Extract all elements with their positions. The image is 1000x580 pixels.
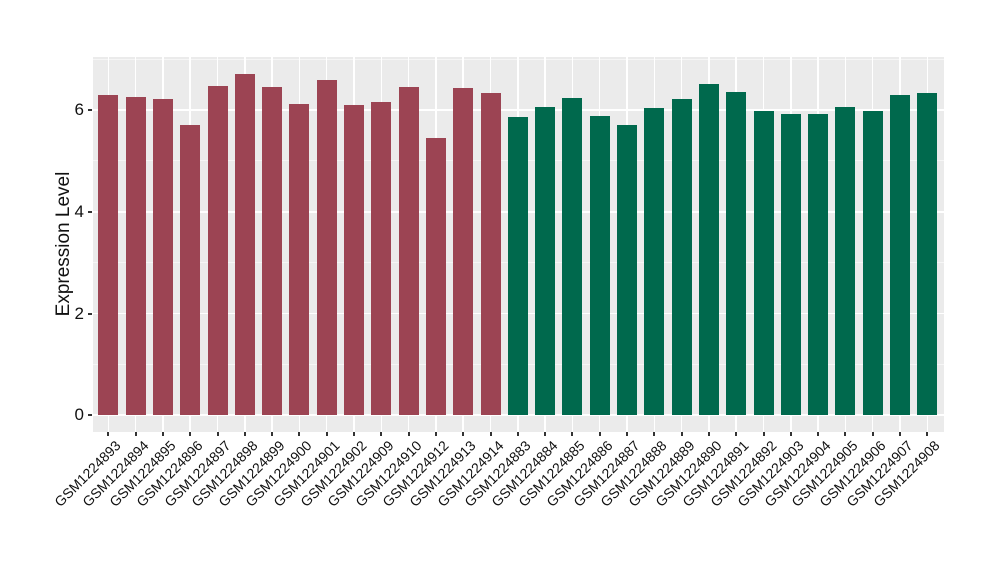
y-tick-label: 0: [74, 405, 84, 425]
x-tick-mark: [134, 432, 137, 436]
bar-GSM1224887: [617, 124, 637, 416]
y-tick-label: 4: [74, 201, 84, 221]
x-tick-mark: [298, 432, 301, 436]
x-tick-mark: [189, 432, 192, 436]
x-tick-mark: [462, 432, 465, 436]
x-tick-mark: [489, 432, 492, 436]
x-tick-mark: [216, 432, 219, 436]
x-tick-mark: [271, 432, 274, 436]
bar-GSM1224906: [862, 111, 883, 416]
x-tick-mark: [325, 432, 328, 436]
bar-GSM1224893: [98, 94, 119, 416]
bar-GSM1224892: [753, 111, 774, 416]
x-tick-mark: [871, 432, 874, 436]
x-tick-mark: [380, 432, 383, 436]
bar-GSM1224891: [726, 91, 747, 416]
x-tick-mark: [353, 432, 355, 436]
bar-GSM1224888: [644, 108, 665, 416]
x-tick-mark: [571, 432, 574, 436]
bar-GSM1224886: [589, 115, 610, 416]
x-tick-mark: [598, 432, 601, 436]
bar-GSM1224900: [289, 104, 310, 416]
x-tick-mark: [926, 432, 929, 436]
y-tick-label: 2: [74, 303, 84, 323]
x-tick-mark: [243, 432, 246, 436]
bar-GSM1224905: [835, 106, 856, 416]
bar-GSM1224908: [917, 93, 938, 416]
x-tick-mark: [817, 432, 820, 436]
bar-GSM1224902: [344, 104, 364, 416]
bar-GSM1224895: [152, 98, 173, 416]
x-tick-mark: [544, 432, 547, 436]
y-tick-mark: [88, 312, 92, 315]
bar-GSM1224903: [780, 113, 801, 416]
x-tick-mark: [434, 432, 437, 436]
bar-GSM1224912: [425, 137, 446, 416]
bar-GSM1224894: [125, 96, 146, 416]
bar-GSM1224883: [507, 116, 528, 416]
horizontal-gridline-major: [93, 109, 944, 111]
bar-GSM1224913: [453, 88, 474, 416]
bar-GSM1224901: [316, 79, 337, 416]
x-tick-mark: [680, 432, 683, 436]
x-tick-mark: [107, 432, 110, 436]
x-tick-mark: [762, 432, 765, 436]
x-tick-mark: [161, 432, 164, 436]
x-tick-mark: [626, 432, 628, 436]
x-tick-mark: [789, 432, 792, 436]
x-tick-mark: [516, 432, 519, 436]
bar-GSM1224904: [808, 113, 829, 416]
plot-panel: [93, 57, 944, 432]
bar-GSM1224885: [562, 98, 583, 416]
x-tick-mark: [899, 432, 901, 436]
bar-GSM1224899: [262, 87, 283, 416]
bar-GSM1224909: [371, 102, 392, 416]
bar-GSM1224907: [890, 94, 910, 416]
bar-GSM1224889: [671, 98, 692, 416]
y-tick-mark: [88, 414, 92, 417]
x-tick-mark: [653, 432, 656, 436]
bar-GSM1224897: [207, 86, 228, 416]
x-tick-mark: [707, 432, 710, 436]
bar-GSM1224890: [698, 84, 719, 416]
bar-GSM1224884: [535, 106, 556, 416]
bar-GSM1224910: [398, 87, 419, 416]
x-tick-mark: [844, 432, 847, 436]
x-tick-mark: [407, 432, 410, 436]
bar-GSM1224896: [180, 125, 201, 416]
y-tick-mark: [88, 109, 92, 112]
bar-GSM1224914: [480, 92, 501, 416]
horizontal-gridline-minor: [93, 58, 944, 60]
y-tick-label: 6: [74, 100, 84, 120]
bar-GSM1224898: [234, 74, 255, 416]
x-tick-mark: [735, 432, 738, 436]
y-tick-mark: [88, 210, 92, 213]
